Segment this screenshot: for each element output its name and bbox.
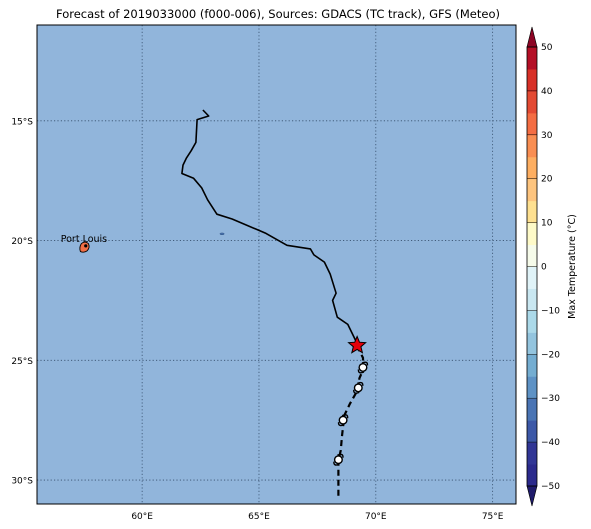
colorbar-band bbox=[527, 376, 537, 399]
lat-tick-label: 20°S bbox=[11, 237, 33, 247]
storm-symbol-icon bbox=[357, 361, 369, 374]
colorbar-band bbox=[527, 68, 537, 92]
storm-symbol-icon bbox=[353, 381, 364, 394]
current-position-star-icon bbox=[347, 335, 367, 354]
map-title: Forecast of 2019033000 (f000-006), Sourc… bbox=[56, 7, 500, 21]
storm-arm bbox=[333, 461, 340, 466]
colorbar-tick-label: 10 bbox=[541, 219, 553, 229]
colorbar-band bbox=[527, 310, 537, 333]
storm-center bbox=[338, 415, 348, 425]
storm-arm bbox=[357, 369, 365, 374]
colorbar-tick-label: 0 bbox=[541, 263, 547, 273]
map-border bbox=[36, 24, 517, 505]
colorbar-band bbox=[527, 442, 537, 465]
colorbar-tick-label: −30 bbox=[541, 394, 560, 404]
island-mauritius bbox=[79, 241, 90, 253]
city-marker bbox=[84, 244, 88, 248]
colorbar-band bbox=[527, 178, 537, 202]
colorbar-band bbox=[527, 332, 537, 355]
lat-tick-label: 15°S bbox=[11, 117, 33, 127]
past-track-line bbox=[181, 109, 358, 344]
colorbar: −50 −40 −30 −20 −10 0 10 20 30 40 50 Max Temperatur… bbox=[526, 26, 578, 507]
storm-arm bbox=[337, 422, 345, 427]
map-axes: 60°E 65°E 70°E 75°E 15°S 20°S 25°S 30°S bbox=[11, 117, 503, 522]
lat-tick-label: 25°S bbox=[11, 357, 33, 367]
storm-symbol-icon bbox=[333, 453, 344, 466]
colorbar-tick-label: −40 bbox=[541, 438, 560, 448]
storm-symbol-icon bbox=[337, 414, 349, 427]
colorbar-tick-label: 30 bbox=[541, 131, 553, 141]
map-content: Port Louis bbox=[37, 25, 516, 504]
lat-tick-label: 30°S bbox=[11, 477, 33, 487]
colorbar-under-triangle bbox=[526, 485, 538, 507]
colorbar-tick-label: 50 bbox=[541, 43, 553, 53]
island-rodrigues bbox=[219, 232, 225, 235]
lon-tick-label: 75°E bbox=[482, 512, 504, 522]
city-label: Port Louis bbox=[61, 234, 107, 245]
colorbar-over-triangle bbox=[526, 26, 538, 48]
storm-arm bbox=[353, 389, 360, 394]
lon-tick-label: 65°E bbox=[248, 512, 270, 522]
colorbar-band bbox=[527, 266, 537, 289]
colorbar-label: Max Temperature (°C) bbox=[567, 214, 578, 319]
colorbar-band bbox=[527, 244, 537, 267]
storm-arm bbox=[341, 414, 349, 419]
colorbar-band bbox=[527, 354, 537, 377]
colorbar-band bbox=[527, 47, 537, 70]
colorbar-band bbox=[527, 112, 537, 136]
storm-arm bbox=[357, 381, 364, 386]
colorbar-band bbox=[527, 398, 537, 421]
colorbar-tick-label: −50 bbox=[541, 482, 560, 492]
colorbar-band bbox=[527, 420, 537, 443]
storm-center bbox=[358, 362, 368, 372]
storm-arm bbox=[361, 361, 369, 366]
colorbar-band bbox=[527, 200, 537, 224]
colorbar-tick-label: 20 bbox=[541, 175, 553, 185]
colorbar-band bbox=[527, 156, 537, 180]
colorbar-tick-label: −20 bbox=[541, 350, 560, 360]
colorbar-band bbox=[527, 90, 537, 114]
map-area: Port Louis bbox=[36, 24, 517, 505]
colorbar-band bbox=[527, 134, 537, 158]
lon-tick-label: 60°E bbox=[131, 512, 153, 522]
colorbar-band bbox=[527, 288, 537, 311]
ocean-background bbox=[37, 25, 516, 504]
storm-arm bbox=[337, 453, 344, 458]
colorbar-band bbox=[527, 222, 537, 246]
colorbar-tick-label: −10 bbox=[541, 306, 560, 316]
lon-tick-label: 70°E bbox=[365, 512, 387, 522]
colorbar-band bbox=[527, 464, 537, 487]
storm-center bbox=[333, 455, 343, 465]
colorbar-tick-label: 40 bbox=[541, 87, 553, 97]
storm-center bbox=[353, 383, 363, 393]
